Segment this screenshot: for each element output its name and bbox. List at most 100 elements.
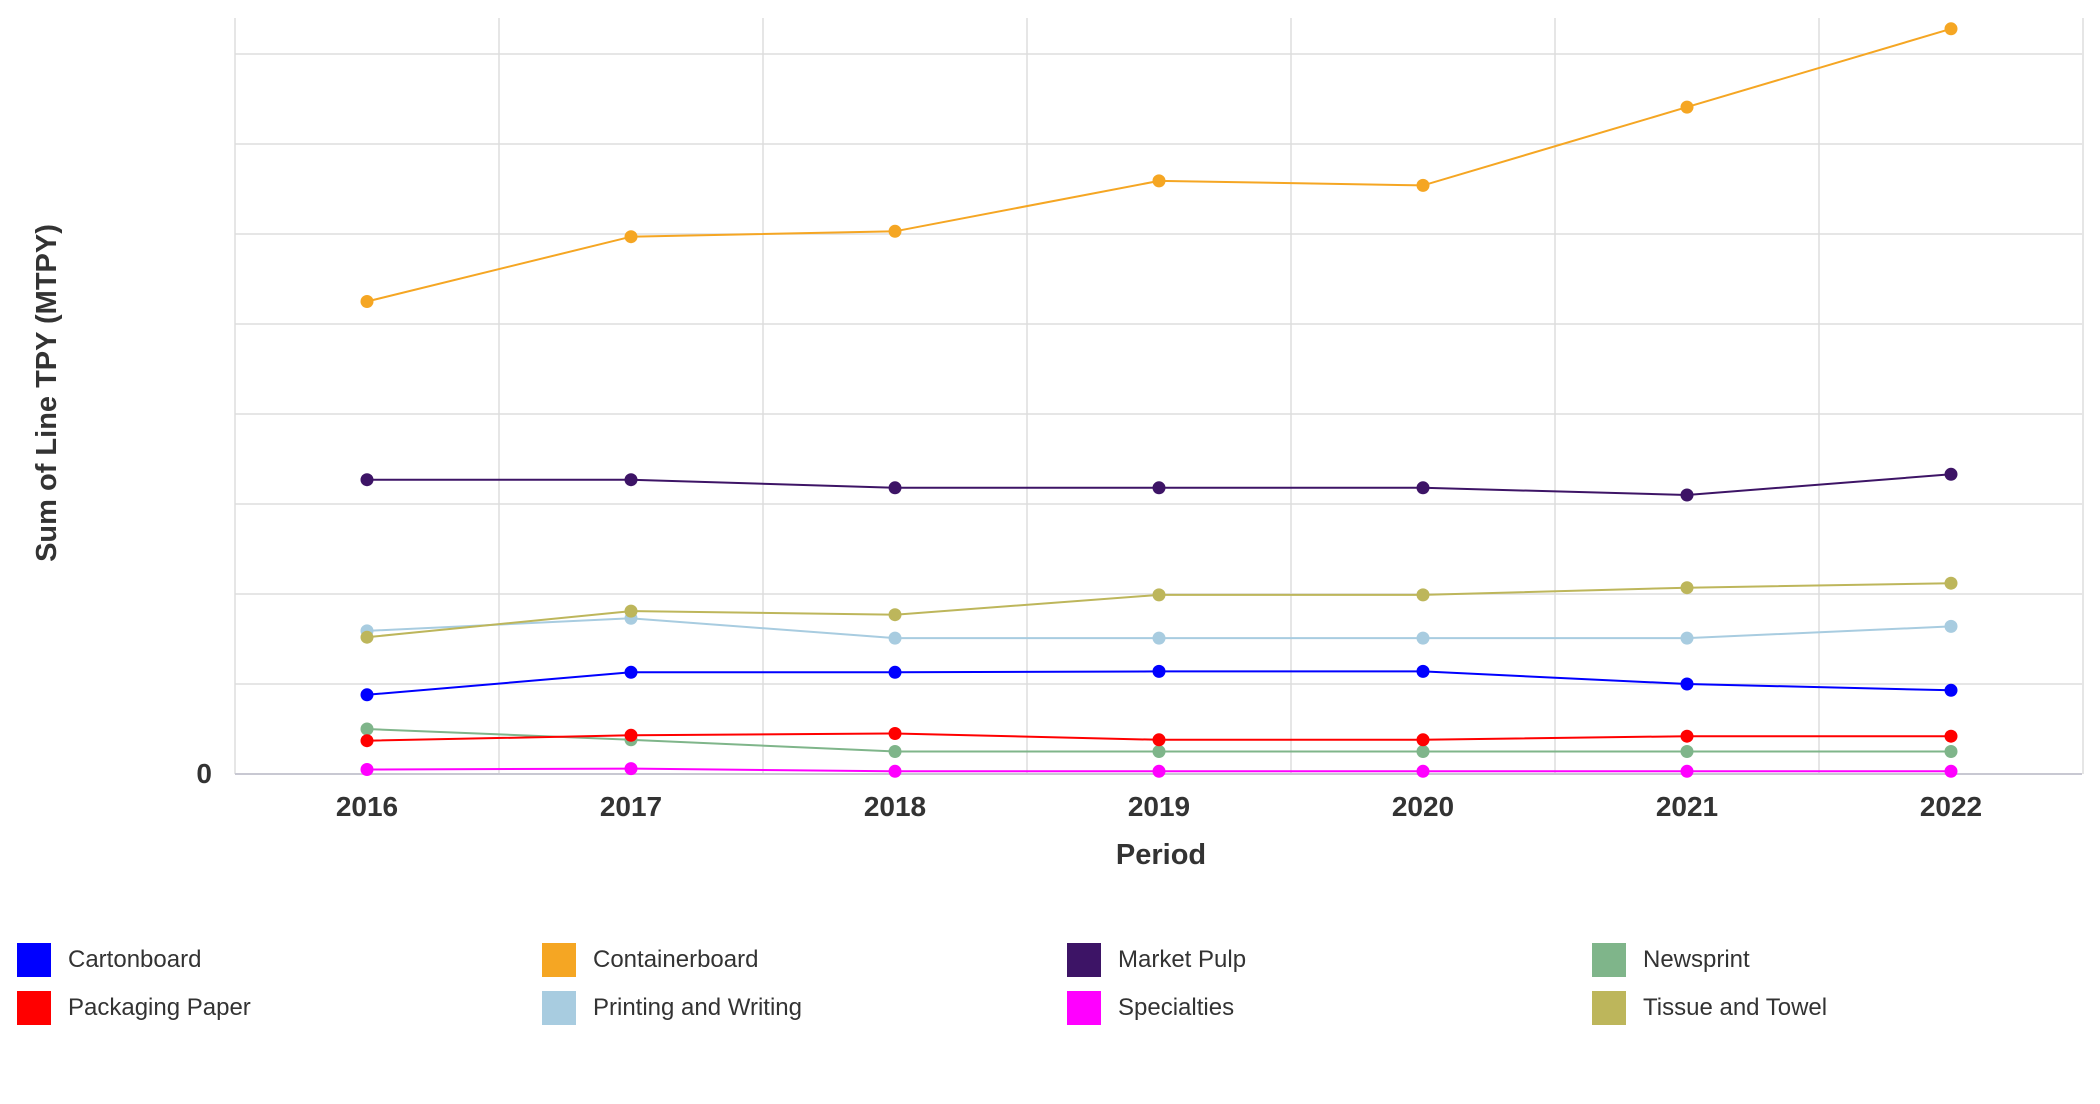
data-point bbox=[624, 728, 638, 742]
data-point bbox=[888, 631, 902, 645]
legend-swatch bbox=[1067, 991, 1101, 1025]
data-point bbox=[1944, 619, 1958, 633]
data-point bbox=[1416, 764, 1430, 778]
series-printing-and-writing bbox=[360, 611, 1958, 645]
x-tick-label: 2017 bbox=[600, 791, 662, 822]
x-tick-label: 2020 bbox=[1392, 791, 1454, 822]
legend-label: Cartonboard bbox=[68, 946, 202, 973]
data-point bbox=[1152, 588, 1166, 602]
data-point bbox=[1416, 631, 1430, 645]
legend-swatch bbox=[1592, 991, 1626, 1025]
data-point bbox=[1680, 581, 1694, 595]
data-point bbox=[888, 665, 902, 679]
legend-item[interactable]: Market Pulp bbox=[1067, 942, 1246, 978]
series-cartonboard bbox=[360, 664, 1958, 702]
data-point bbox=[1152, 733, 1166, 747]
data-point bbox=[1152, 174, 1166, 188]
series-specialties bbox=[360, 762, 1958, 778]
series-packaging-paper bbox=[360, 727, 1958, 748]
data-point bbox=[1944, 576, 1958, 590]
legend-swatch bbox=[17, 943, 51, 977]
data-point bbox=[360, 473, 374, 487]
data-point bbox=[1680, 631, 1694, 645]
data-point bbox=[360, 688, 374, 702]
data-point bbox=[888, 481, 902, 495]
data-point bbox=[360, 722, 374, 736]
legend-swatch bbox=[542, 991, 576, 1025]
data-point bbox=[888, 727, 902, 740]
data-point bbox=[360, 630, 374, 644]
legend-item[interactable]: Cartonboard bbox=[17, 942, 201, 978]
data-point bbox=[1416, 733, 1430, 747]
legend-item[interactable]: Packaging Paper bbox=[17, 990, 251, 1026]
data-point bbox=[888, 764, 902, 778]
data-point bbox=[1416, 588, 1430, 602]
y-axis-title: Sum of Line TPY (MTPY) bbox=[31, 224, 63, 562]
data-point bbox=[1416, 481, 1430, 495]
data-point bbox=[1152, 631, 1166, 645]
legend-label: Specialties bbox=[1118, 994, 1235, 1021]
data-point bbox=[888, 224, 902, 238]
legend-label: Market Pulp bbox=[1118, 946, 1247, 973]
series-lines bbox=[360, 22, 1958, 778]
x-tick-label: 2016 bbox=[336, 791, 398, 822]
data-point bbox=[1944, 745, 1958, 758]
data-point bbox=[360, 295, 374, 308]
data-point bbox=[888, 608, 902, 622]
x-tick-label: 2018 bbox=[864, 791, 926, 822]
data-point bbox=[1152, 764, 1166, 778]
data-point bbox=[1152, 745, 1166, 758]
grid bbox=[234, 18, 2084, 774]
legend-item[interactable]: Newsprint bbox=[1592, 942, 1750, 978]
y-tick-label: 0 bbox=[196, 758, 212, 789]
axis-labels: 0 2016 2017 2018 2019 2020 2021 2022 Period Sum o… bbox=[31, 224, 1982, 871]
legend-label: Newsprint bbox=[1643, 946, 1750, 973]
series-tissue-and-towel bbox=[360, 576, 1958, 644]
data-point bbox=[1680, 729, 1694, 743]
data-point bbox=[360, 734, 374, 748]
series-containerboard bbox=[360, 22, 1958, 308]
legend-label: Tissue and Towel bbox=[1643, 994, 1828, 1021]
x-tick-label: 2019 bbox=[1128, 791, 1190, 822]
data-point bbox=[624, 473, 638, 487]
data-point bbox=[888, 745, 902, 758]
data-point bbox=[1944, 683, 1958, 697]
line-chart-svg: 0 2016 2017 2018 2019 2020 2021 2022 Period Sum o… bbox=[31, 18, 2084, 871]
data-point bbox=[1152, 481, 1166, 495]
data-point bbox=[360, 763, 374, 776]
legend-label: Printing and Writing bbox=[593, 994, 802, 1021]
data-point bbox=[624, 230, 638, 244]
data-point bbox=[1944, 729, 1958, 743]
x-tick-label: 2022 bbox=[1920, 791, 1982, 822]
x-axis-title: Period bbox=[1116, 839, 1206, 871]
legend-item[interactable]: Tissue and Towel bbox=[1592, 990, 1827, 1026]
data-point bbox=[624, 604, 638, 618]
legend-item[interactable]: Specialties bbox=[1067, 990, 1234, 1026]
series-market-pulp bbox=[360, 467, 1958, 502]
series-line bbox=[366, 27, 1952, 303]
data-point bbox=[1944, 467, 1958, 481]
legend-swatch bbox=[1592, 943, 1626, 977]
data-point bbox=[1944, 22, 1958, 36]
legend-swatch bbox=[17, 991, 51, 1025]
legend-swatch bbox=[1067, 943, 1101, 977]
data-point bbox=[1944, 764, 1958, 778]
data-point bbox=[1416, 178, 1430, 192]
x-tick-label: 2021 bbox=[1656, 791, 1718, 822]
data-point bbox=[1416, 745, 1430, 758]
data-point bbox=[1152, 664, 1166, 678]
data-point bbox=[1680, 764, 1694, 778]
legend-label: Packaging Paper bbox=[68, 994, 251, 1021]
legend: Cartonboard Containerboard Market Pulp News… bbox=[0, 930, 2100, 1050]
data-point bbox=[1680, 488, 1694, 502]
legend-item[interactable]: Containerboard bbox=[542, 942, 758, 978]
legend-label: Containerboard bbox=[593, 946, 759, 973]
data-point bbox=[624, 762, 638, 776]
legend-swatch bbox=[542, 943, 576, 977]
legend-item[interactable]: Printing and Writing bbox=[542, 990, 802, 1026]
data-point bbox=[1680, 745, 1694, 758]
data-point bbox=[1680, 677, 1694, 691]
data-point bbox=[624, 665, 638, 679]
data-point bbox=[1416, 664, 1430, 678]
